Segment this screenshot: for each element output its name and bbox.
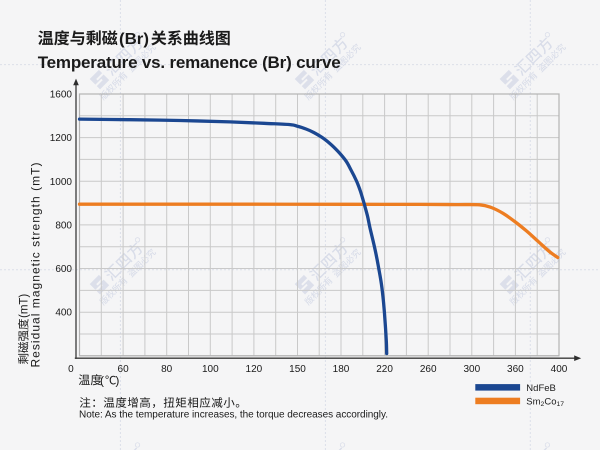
svg-text:60: 60 bbox=[118, 364, 130, 375]
svg-text:220: 220 bbox=[376, 364, 393, 375]
svg-text:150: 150 bbox=[289, 364, 306, 375]
svg-text:120: 120 bbox=[246, 364, 263, 375]
svg-text:800: 800 bbox=[55, 220, 72, 231]
svg-text:260: 260 bbox=[420, 364, 437, 375]
svg-text:360: 360 bbox=[507, 364, 524, 375]
svg-text:(mT): (mT) bbox=[19, 294, 31, 318]
svg-text:1600: 1600 bbox=[50, 90, 73, 101]
svg-text:): ) bbox=[115, 373, 119, 387]
svg-text:180: 180 bbox=[333, 364, 350, 375]
svg-text:Sm2Co17: Sm2Co17 bbox=[526, 396, 564, 408]
svg-text:(: ( bbox=[100, 373, 104, 387]
svg-text:300: 300 bbox=[463, 364, 480, 375]
svg-text:0: 0 bbox=[68, 364, 74, 375]
svg-text:Note: As the temperature incre: Note: As the temperature increases, the … bbox=[79, 410, 388, 421]
svg-text:80: 80 bbox=[161, 364, 173, 375]
svg-text:400: 400 bbox=[551, 364, 568, 375]
svg-text:1000: 1000 bbox=[50, 177, 73, 188]
svg-text:600: 600 bbox=[55, 264, 72, 275]
svg-text:400: 400 bbox=[55, 308, 72, 319]
svg-text:1200: 1200 bbox=[50, 133, 73, 144]
svg-text:100: 100 bbox=[202, 364, 219, 375]
svg-text:(Br): (Br) bbox=[119, 31, 149, 48]
svg-text:Temperature vs. remanence (Br): Temperature vs. remanence (Br) curve bbox=[38, 53, 341, 72]
svg-text:NdFeB: NdFeB bbox=[526, 383, 556, 394]
svg-text:Residual magnetic strength (mT: Residual magnetic strength (mT) bbox=[29, 163, 43, 368]
